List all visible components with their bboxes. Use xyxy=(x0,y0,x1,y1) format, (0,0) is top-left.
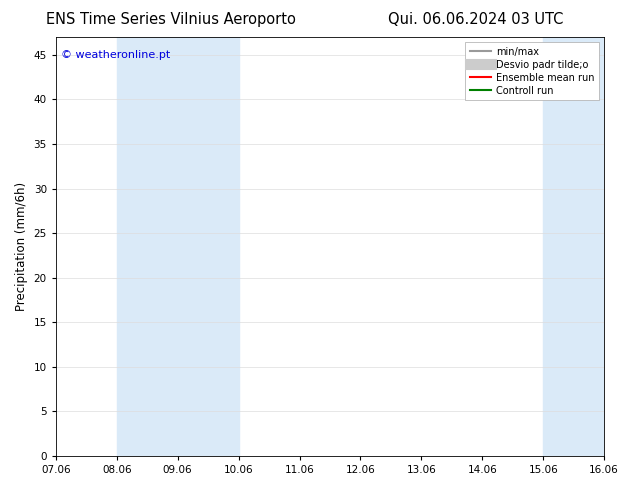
Text: © weatheronline.pt: © weatheronline.pt xyxy=(61,49,171,60)
Bar xyxy=(117,37,238,456)
Text: Qui. 06.06.2024 03 UTC: Qui. 06.06.2024 03 UTC xyxy=(388,12,563,27)
Text: ENS Time Series Vilnius Aeroporto: ENS Time Series Vilnius Aeroporto xyxy=(46,12,296,27)
Bar xyxy=(543,37,604,456)
Y-axis label: Precipitation (mm/6h): Precipitation (mm/6h) xyxy=(15,182,28,311)
Legend: min/max, Desvio padr tilde;o, Ensemble mean run, Controll run: min/max, Desvio padr tilde;o, Ensemble m… xyxy=(465,42,599,100)
